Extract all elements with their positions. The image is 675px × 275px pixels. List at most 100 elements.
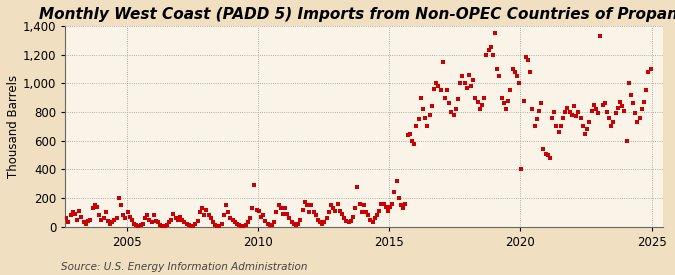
Point xyxy=(207,220,218,225)
Point xyxy=(103,219,113,223)
Point xyxy=(524,70,535,74)
Point xyxy=(61,216,72,220)
Point xyxy=(89,203,100,207)
Point xyxy=(85,218,96,222)
Point xyxy=(192,219,203,223)
Point xyxy=(284,216,295,220)
Point xyxy=(234,223,244,227)
Point xyxy=(614,100,625,104)
Point xyxy=(63,220,74,225)
Point xyxy=(238,224,249,228)
Point xyxy=(365,218,376,222)
Point xyxy=(330,209,341,213)
Point xyxy=(328,206,339,210)
Text: Source: U.S. Energy Information Administration: Source: U.S. Energy Information Administ… xyxy=(61,262,307,272)
Point xyxy=(413,117,424,121)
Point xyxy=(216,222,227,226)
Point xyxy=(429,87,439,91)
Point xyxy=(339,216,350,220)
Point xyxy=(632,120,643,124)
Point xyxy=(321,216,332,220)
Point xyxy=(424,113,435,117)
Point xyxy=(304,210,315,214)
Point xyxy=(76,214,87,219)
Point xyxy=(626,93,637,97)
Point xyxy=(190,222,200,226)
Point xyxy=(262,222,273,226)
Point xyxy=(286,220,297,225)
Point xyxy=(400,202,411,206)
Point xyxy=(74,209,84,213)
Point xyxy=(433,84,443,88)
Point xyxy=(605,124,616,128)
Point xyxy=(335,209,346,213)
Point xyxy=(584,120,595,124)
Point xyxy=(551,124,562,128)
Point xyxy=(387,202,398,206)
Point xyxy=(115,203,126,207)
Point xyxy=(593,111,603,116)
Point xyxy=(409,141,420,146)
Point xyxy=(163,220,174,225)
Point xyxy=(159,224,170,228)
Point xyxy=(254,209,265,213)
Point xyxy=(282,212,293,216)
Point xyxy=(210,223,221,227)
Point xyxy=(643,70,654,74)
Point xyxy=(348,214,358,219)
Point xyxy=(534,108,545,113)
Point xyxy=(510,70,520,74)
Point xyxy=(529,124,540,128)
Point xyxy=(562,106,573,110)
Point xyxy=(411,124,422,128)
Point xyxy=(477,103,487,107)
Point xyxy=(415,95,426,100)
Point xyxy=(168,212,179,216)
Point xyxy=(302,203,313,207)
Point xyxy=(140,216,151,220)
Point xyxy=(295,218,306,222)
Point xyxy=(269,220,279,225)
Point xyxy=(315,220,325,225)
Point xyxy=(181,222,192,226)
Point xyxy=(205,216,216,220)
Point xyxy=(420,116,431,120)
Point xyxy=(446,110,457,114)
Point xyxy=(247,206,258,210)
Point xyxy=(503,98,514,103)
Point xyxy=(468,78,479,82)
Point xyxy=(628,101,639,106)
Point xyxy=(124,214,135,219)
Point xyxy=(111,216,122,220)
Point xyxy=(450,107,461,111)
Point xyxy=(288,222,299,226)
Point xyxy=(637,107,647,111)
Point xyxy=(96,218,107,222)
Point xyxy=(512,74,522,78)
Point xyxy=(603,116,614,120)
Point xyxy=(319,220,330,225)
Point xyxy=(225,216,236,220)
Point xyxy=(325,203,336,207)
Point xyxy=(232,222,242,226)
Point xyxy=(308,210,319,214)
Point xyxy=(360,210,371,214)
Point xyxy=(435,88,446,93)
Point xyxy=(68,210,78,214)
Point xyxy=(196,206,207,210)
Point xyxy=(601,110,612,114)
Point xyxy=(317,222,327,226)
Point xyxy=(501,107,512,111)
Point xyxy=(177,218,188,222)
Point xyxy=(267,223,277,227)
Point xyxy=(487,52,498,57)
Point xyxy=(452,97,463,101)
Point xyxy=(439,95,450,100)
Point xyxy=(378,202,389,206)
Point xyxy=(354,202,365,206)
Point xyxy=(100,210,111,214)
Point xyxy=(155,223,165,227)
Point xyxy=(560,110,570,114)
Point xyxy=(92,205,103,209)
Point xyxy=(122,210,133,214)
